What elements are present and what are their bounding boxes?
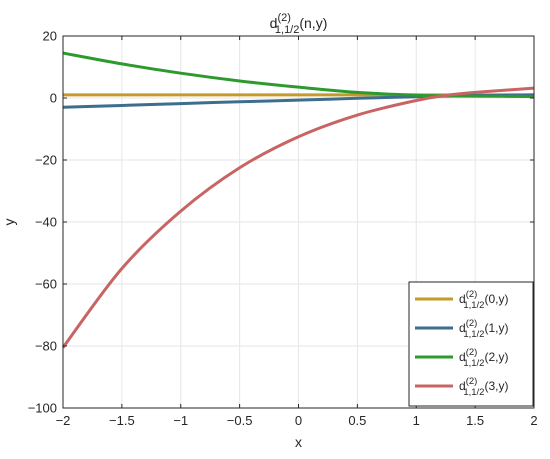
y-tick-label: −100 [28, 401, 57, 416]
x-tick-label: −2 [56, 413, 71, 428]
title-base: d [270, 15, 278, 31]
y-axis-label: y [1, 219, 17, 226]
legend-entry-label: d(2) 1,1/2(2,y) [459, 347, 508, 369]
y-tick-label: −80 [35, 339, 57, 354]
x-tick-label: −1 [173, 413, 188, 428]
x-tick-label: 0 [295, 413, 302, 428]
y-tick-label: 0 [50, 91, 57, 106]
series-lines [61, 51, 535, 349]
y-tick-label: −60 [35, 277, 57, 292]
legend-entry-label: d(2) 1,1/2(3,y) [459, 376, 508, 398]
series-line-3 [61, 86, 535, 349]
title-sup: (2) [277, 12, 290, 24]
legend: d(2) 1,1/2(0,y) d(2) 1,1/2(1,y) d(2) 1,1/2(2,… [408, 281, 534, 407]
x-tick-label: 1 [413, 413, 420, 428]
x-tick-label: 0.5 [348, 413, 366, 428]
title-args: (n,y) [299, 15, 327, 31]
y-tick-label: −20 [35, 153, 57, 168]
axis-ticks: −2 −1.5 −1 −0.5 0 0.5 1 1.5 2 −100 −80 −60 −40 −20 0 20 [28, 29, 538, 429]
x-tick-label: 1.5 [466, 413, 484, 428]
chart-title: d(2) 1,1/2(n,y) [270, 12, 328, 36]
series-line-2 [62, 51, 535, 98]
x-tick-label: −0.5 [227, 413, 253, 428]
x-axis-label: x [295, 434, 302, 450]
legend-entry-label: d(2) 1,1/2(0,y) [459, 289, 508, 311]
x-tick-label: −1.5 [109, 413, 135, 428]
y-tick-label: 20 [43, 29, 57, 44]
x-tick-label: 2 [530, 413, 537, 428]
title-sub: 1,1/2 [275, 24, 299, 36]
y-tick-label: −40 [35, 215, 57, 230]
legend-entry-label: d(2) 1,1/2(1,y) [459, 318, 508, 340]
